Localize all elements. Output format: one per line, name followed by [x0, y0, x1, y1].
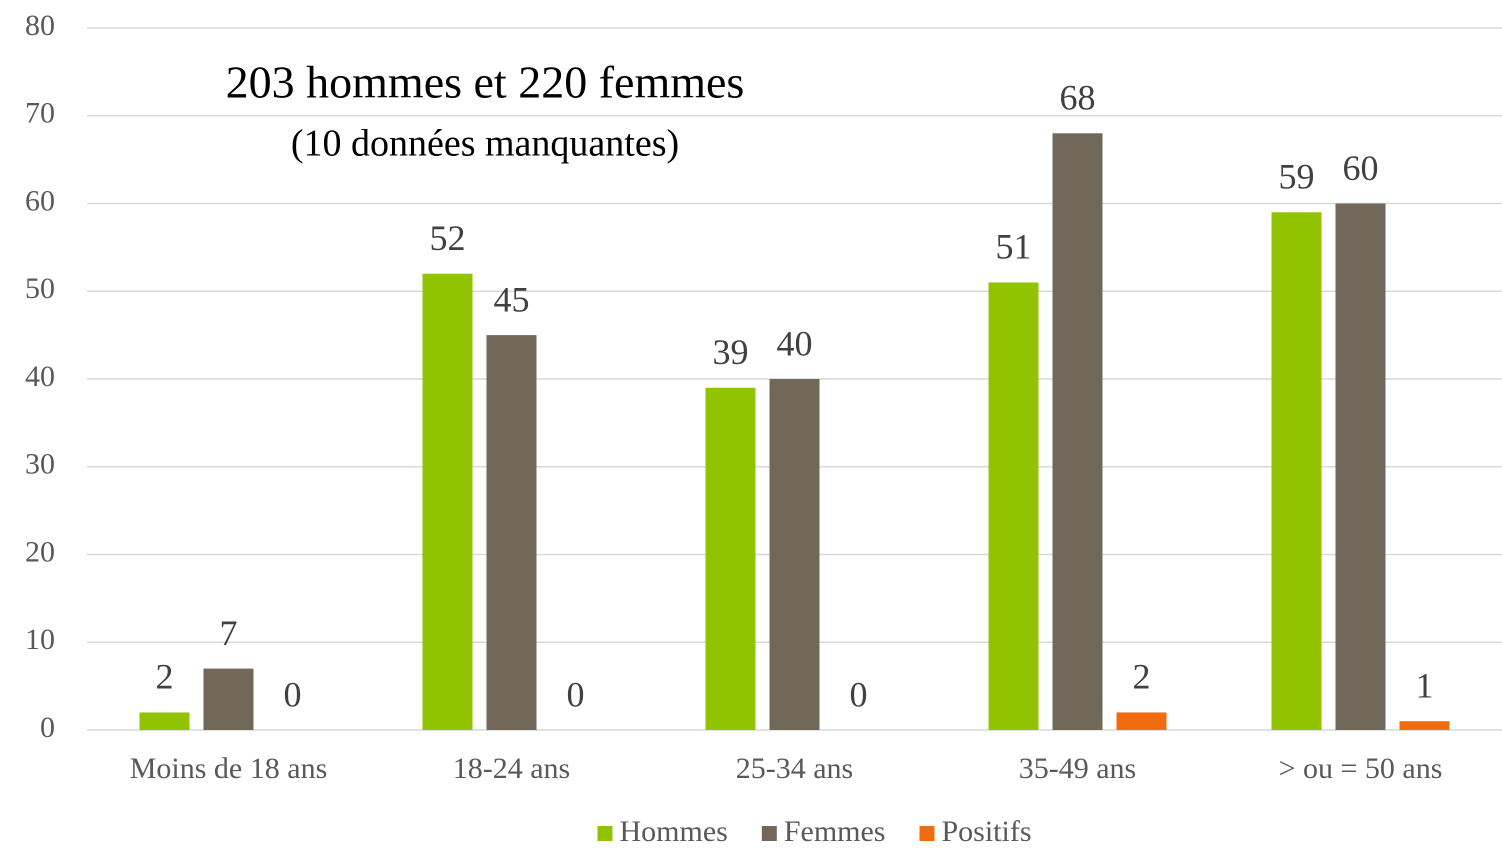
- bar: [988, 282, 1039, 730]
- bar: [705, 387, 756, 730]
- data-label: 7: [220, 613, 238, 653]
- legend-swatch: [597, 826, 613, 841]
- y-tick-label: 80: [25, 9, 55, 42]
- bar: [1052, 133, 1103, 731]
- data-label: 45: [494, 279, 530, 319]
- data-label: 2: [156, 657, 174, 697]
- y-tick-label: 20: [25, 535, 55, 568]
- y-tick-label: 10: [25, 623, 55, 656]
- data-label: 1: [1416, 665, 1434, 705]
- y-tick-label: 60: [25, 184, 55, 217]
- legend-label: Positifs: [941, 815, 1031, 848]
- data-label: 40: [777, 323, 813, 363]
- y-tick-label: 30: [25, 448, 55, 481]
- chart-title: 203 hommes et 220 femmes: [226, 57, 745, 108]
- x-tick-label: > ou = 50 ans: [1279, 752, 1443, 785]
- bar: [486, 335, 537, 730]
- data-label: 0: [567, 674, 585, 714]
- data-label: 39: [713, 332, 749, 372]
- legend-label: Hommes: [619, 815, 727, 848]
- data-label: 59: [1279, 157, 1315, 197]
- data-label: 0: [850, 674, 868, 714]
- bar: [1335, 203, 1386, 730]
- y-tick-label: 70: [25, 97, 55, 130]
- bar: [139, 712, 190, 730]
- legend-label: Femmes: [784, 815, 886, 848]
- data-label: 2: [1133, 657, 1151, 697]
- y-tick-label: 0: [40, 711, 55, 744]
- y-tick-label: 40: [25, 360, 55, 393]
- data-label: 51: [996, 227, 1032, 267]
- x-tick-label: 35-49 ans: [1019, 752, 1136, 785]
- bar: [203, 668, 254, 730]
- x-tick-label: 18-24 ans: [453, 752, 570, 785]
- data-label: 68: [1060, 78, 1096, 118]
- bar: [422, 273, 473, 730]
- y-tick-label: 50: [25, 272, 55, 305]
- bar: [769, 379, 820, 730]
- data-label: 60: [1343, 148, 1379, 188]
- bar: [1271, 212, 1322, 730]
- data-label: 0: [284, 674, 302, 714]
- data-label: 52: [430, 218, 466, 258]
- chart-subtitle: (10 données manquantes): [291, 123, 679, 165]
- x-tick-label: Moins de 18 ans: [130, 752, 328, 785]
- legend-swatch: [919, 826, 935, 841]
- bar: [1399, 721, 1450, 730]
- bar: [1116, 712, 1167, 730]
- legend-swatch: [761, 826, 777, 841]
- x-tick-label: 25-34 ans: [736, 752, 853, 785]
